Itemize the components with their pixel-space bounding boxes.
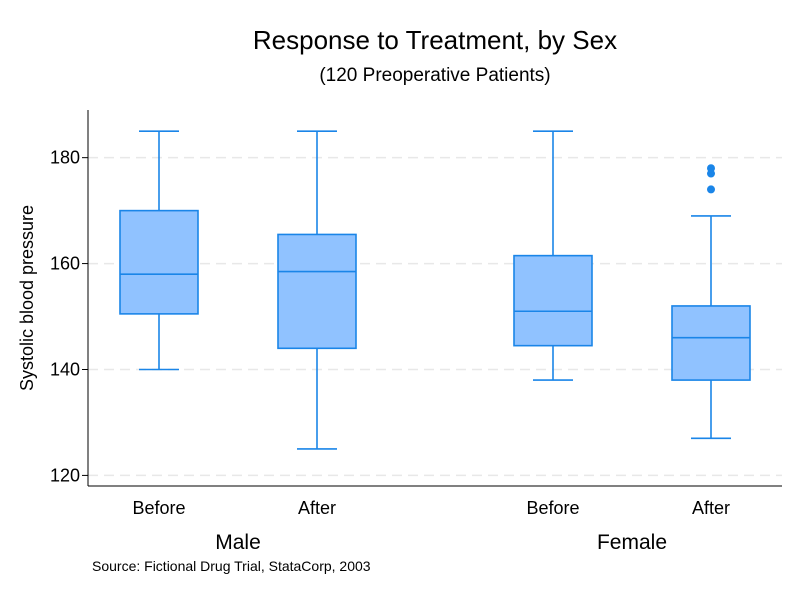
chart-title: Response to Treatment, by Sex [253, 25, 617, 55]
outlier-point [707, 185, 715, 194]
chart-subtitle: (120 Preoperative Patients) [319, 65, 550, 86]
y-tick-label: 160 [50, 254, 80, 274]
x-category-label: After [692, 498, 730, 518]
box-iqr [277, 233, 357, 350]
axes: 120 140 160 180 [50, 110, 782, 487]
x-category-label: Before [132, 498, 185, 518]
x-group-label: Male [215, 531, 261, 554]
x-category-label: Before [526, 498, 579, 518]
y-tick-label: 140 [50, 359, 80, 379]
box-iqr [119, 209, 199, 315]
box-iqr [513, 254, 593, 347]
x-category-label: After [298, 498, 336, 518]
y-tick-label: 180 [50, 148, 80, 168]
y-tick-label: 120 [50, 465, 80, 485]
gridlines [88, 156, 782, 477]
source-note: Source: Fictional Drug Trial, StataCorp,… [92, 558, 371, 574]
x-group-label: Female [597, 531, 667, 554]
outlier-point [707, 164, 715, 173]
boxes [119, 130, 751, 450]
y-axis-label: Systolic blood pressure [17, 205, 37, 391]
category-labels: Before After Male Before After Female [132, 498, 730, 554]
box-iqr [671, 305, 751, 381]
